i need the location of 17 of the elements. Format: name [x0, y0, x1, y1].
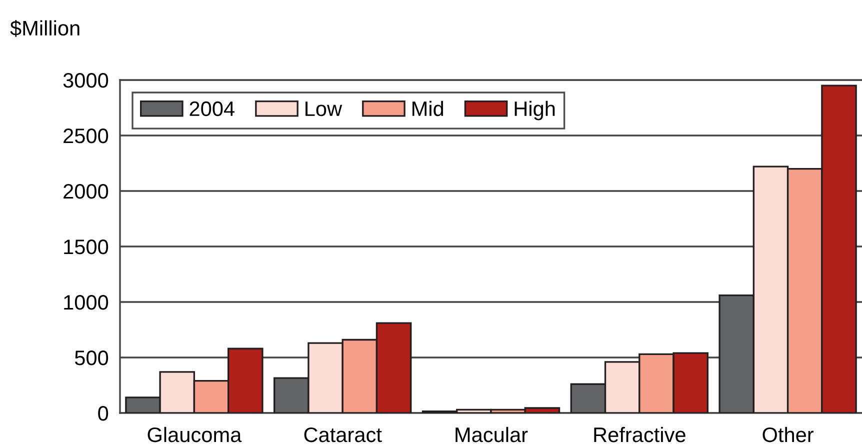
y-tick-label: 3000	[63, 73, 108, 88]
y-tick-label: 500	[74, 350, 108, 366]
legend-label: High	[514, 100, 555, 120]
x-tick-label: Refractive	[594, 426, 686, 442]
legend-label: 2004	[190, 101, 234, 116]
x-tick-label: Macular	[456, 426, 528, 442]
x-tick-label: Glaucoma	[148, 426, 242, 442]
legend-label: Low	[306, 102, 342, 116]
y-tick-label: 1000	[64, 295, 108, 310]
y-tick-label: 1500	[64, 240, 108, 254]
legend-label: Mid	[412, 100, 444, 116]
y-tick-label: 2500	[64, 128, 108, 144]
y-axis-title: $Million	[10, 20, 80, 37]
y-tick-label: 2000	[64, 184, 108, 199]
x-tick-label: Other	[762, 426, 814, 442]
x-tick-label: Cataract	[304, 427, 382, 442]
y-tick-label: 0	[98, 406, 108, 421]
